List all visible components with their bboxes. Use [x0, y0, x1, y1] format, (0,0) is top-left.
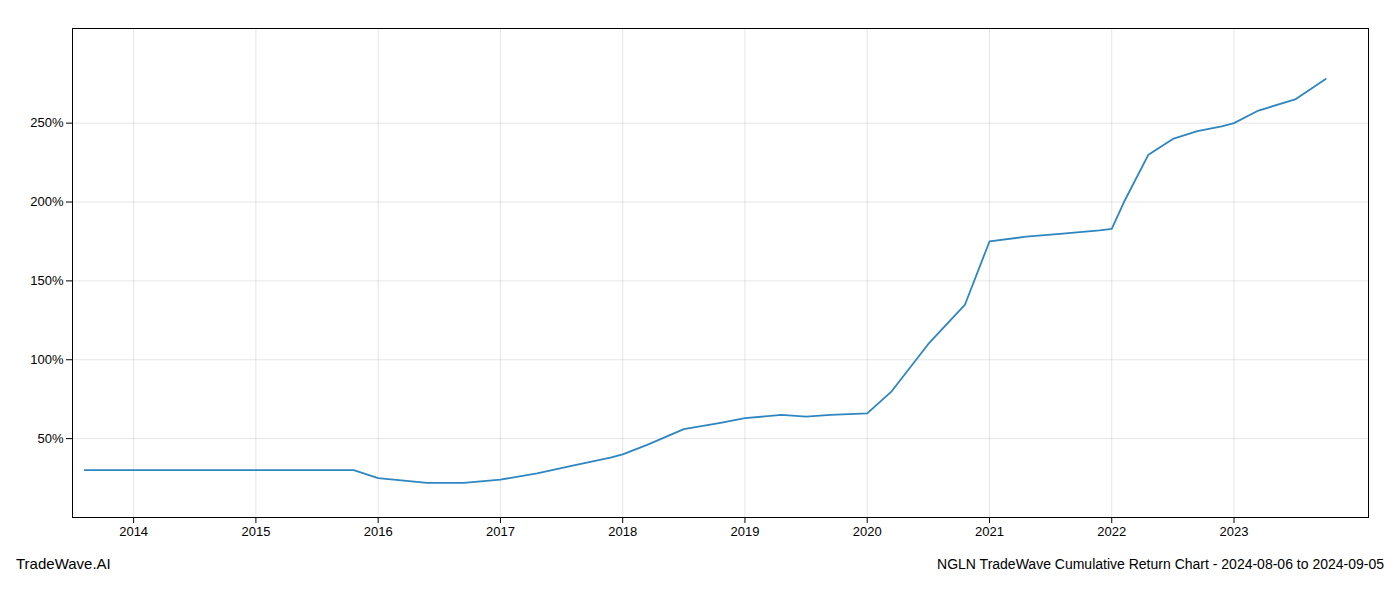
svg-text:50%: 50%	[37, 431, 63, 446]
svg-text:2022: 2022	[1097, 524, 1126, 539]
svg-text:2015: 2015	[241, 524, 270, 539]
svg-text:2017: 2017	[486, 524, 515, 539]
svg-text:2019: 2019	[730, 524, 759, 539]
svg-text:200%: 200%	[30, 194, 64, 209]
svg-text:2016: 2016	[364, 524, 393, 539]
svg-text:150%: 150%	[30, 273, 64, 288]
svg-text:2021: 2021	[975, 524, 1004, 539]
svg-text:2020: 2020	[853, 524, 882, 539]
svg-text:100%: 100%	[30, 352, 64, 367]
svg-text:250%: 250%	[30, 115, 64, 130]
html-text:TradeWave.AI: TradeWave.AI	[16, 555, 111, 572]
svg-text:2014: 2014	[119, 524, 148, 539]
svg-text:2023: 2023	[1220, 524, 1249, 539]
svg-text:2018: 2018	[608, 524, 637, 539]
html-text:NGLN TradeWave Cumulative Retu: NGLN TradeWave Cumulative Return Chart -…	[937, 556, 1384, 572]
